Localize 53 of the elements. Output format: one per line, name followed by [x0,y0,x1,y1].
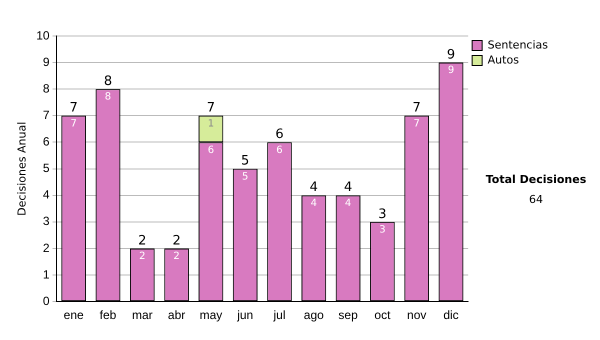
x-tick-label: nov [407,308,426,322]
total-label: 7 [206,100,216,116]
data-label: 7 [70,118,77,130]
x-tick-label: mar [132,308,153,322]
text: 64 [529,192,543,206]
total-label: 3 [378,206,387,222]
y-tick-label: 10 [36,28,50,42]
x-tick-label: feb [100,308,117,322]
x-tick-label: jun [236,308,254,322]
total-label: 9 [446,47,456,62]
total-label: 6 [275,127,284,142]
total-label: 2 [138,233,146,248]
y-tick-label: 6 [42,134,50,149]
total-label: 4 [310,180,318,196]
data-label: 4 [310,198,317,209]
x-tick-label: may [200,308,222,322]
x-tick-label: jul [272,308,286,322]
y-tick-label: 9 [42,54,50,69]
y-tick-label: 5 [42,161,50,176]
data-label: 5 [242,171,248,182]
total-label: 2 [172,233,181,248]
y-tick-label: 1 [42,267,50,282]
legend-label: Sentencias [488,38,548,52]
data-label: 6 [208,144,214,156]
y-tick-label: 8 [42,81,50,96]
total-label: 7 [70,100,78,116]
data-label: 6 [276,144,283,156]
data-label: 7 [414,118,420,130]
data-label: 1 [208,118,214,130]
y-tick-label: 3 [42,214,50,228]
text: Total Decisiones [486,172,587,186]
x-tick-label: sep [338,308,358,322]
data-label: 3 [379,224,386,236]
legend-label: Autos [488,53,520,66]
data-label: 9 [448,65,454,76]
total-label: 4 [344,180,352,196]
x-tick-label: oct [374,308,392,322]
y-tick-label: 0 [42,294,50,308]
y-tick-label: 2 [42,240,50,255]
data-label: 2 [173,251,180,262]
total-label: 7 [412,100,421,116]
x-tick-label: ago [304,308,324,322]
total-label: 5 [241,154,250,169]
y-axis-title: Decisiones Anual [15,122,28,216]
data-label: 8 [104,92,112,103]
x-tick-label: abr [168,308,186,322]
data-label: 4 [344,198,352,209]
data-label: 2 [139,251,146,262]
y-tick-label: 4 [42,188,50,202]
x-tick-label: dic [443,308,459,322]
y-tick-label: 7 [42,108,50,122]
x-tick-label: ene [64,308,84,322]
total-label: 8 [104,74,112,89]
